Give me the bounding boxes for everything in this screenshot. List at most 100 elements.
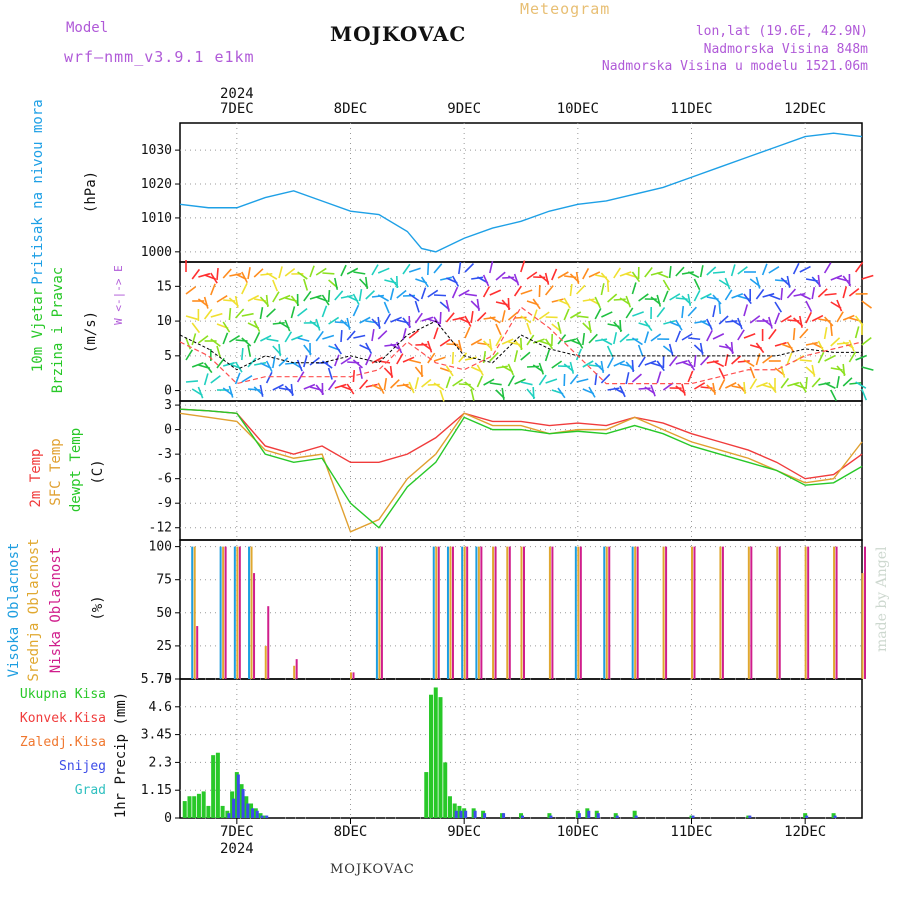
wind-arrow [272,321,285,325]
wind-arrow [420,276,429,288]
wind-arrow [278,266,283,279]
precip-bar [577,813,581,818]
wind-arrow [501,387,505,400]
wind-arrow [408,293,420,302]
wind-arrow [551,360,563,369]
precipitation-ytick-label: 3.45 [141,728,172,743]
temperature-ytick-label: 3 [164,398,172,413]
cloud-bar [375,546,378,679]
wind-arrow [502,276,515,279]
wind-arrow [520,381,533,386]
wind-arrow [544,285,554,296]
wind-arrow [513,350,519,363]
wind-arrow [594,296,601,309]
meteogram-title: Meteogram [520,0,611,18]
wind-arrow [346,267,359,275]
precip-bar [634,815,638,818]
temperature-ytick-label: -3 [156,447,172,462]
temperature-ytick-label: -12 [149,521,172,536]
wind-ytick-label: 0 [164,384,172,399]
wind-arrow [712,360,725,368]
wind-arrow [693,382,706,390]
wind-arrow [774,312,781,325]
wind-arrow [681,271,694,275]
wind-arrow [613,298,626,301]
wind-arrow [824,292,837,296]
wind-arrow [575,348,583,361]
wind-arrow [799,381,807,393]
wind-arrow [340,356,352,365]
wind-arrow [365,276,369,290]
cloud-bar [435,546,438,679]
cloud-bar [492,546,495,679]
wind-arrow [241,312,254,317]
wind-arrow [799,359,812,362]
wind-direction-legend: W <-|-> E [112,265,125,325]
wind-arrow [681,383,686,396]
wind-arrow [737,329,745,341]
precip-bar [615,815,619,818]
precip-bar [483,813,487,818]
cloud-bar [449,546,452,679]
wind-arrow [414,300,420,313]
wind-arrow [514,378,526,385]
wind-ytick-label: 15 [156,279,172,294]
lonlat-info: lon,lat (19.6E, 42.9N) [695,24,868,39]
wind-arrow [730,341,734,355]
wind-arrow [780,287,784,301]
bottom-date-label: 10DEC [557,824,599,840]
wind-arrow [538,311,550,320]
wind-arrow [228,385,234,398]
precip-bar [473,810,477,818]
wind-arrow [749,366,756,379]
precip-bar [433,687,438,818]
cloud-bar [523,546,525,679]
wind-arrow [811,377,821,388]
wind-arrow [569,361,575,374]
wind-arrow [358,366,363,379]
wind-arrow [687,293,692,306]
precip-bar [265,815,269,818]
wind-arrow [228,334,241,343]
pressure-series [179,132,863,253]
wind-arrow [644,331,650,344]
wind-arrow [247,357,257,368]
wind-arrow [272,383,284,391]
wind-arrow [780,314,792,323]
wind-arrow [656,272,669,279]
wind-arrow [513,273,520,286]
bottom-date-label: 9DEC [447,824,481,840]
wind-arrow [482,274,490,287]
wind-arrow [631,359,635,373]
wind-arrow [464,315,472,327]
wind-arrow [582,332,586,346]
cloud-bar [807,546,810,679]
wind-arrow [409,359,422,364]
bottom-year-label: 2024 [220,841,254,857]
wind-arrow [656,307,666,318]
wind-arrow [291,334,303,341]
precip-bar [632,810,637,818]
top-date-label: 8DEC [334,101,368,117]
wind-arrow [315,330,324,342]
wind-arrow [513,285,522,297]
wind-arrow [563,297,571,309]
wind-arrow [433,327,439,340]
wind-arrow [222,321,231,333]
wind-arrow [588,320,592,333]
cloud-bar [636,546,639,679]
wind-arrow [786,341,795,353]
wind-arrow [185,349,194,361]
wind-arrow [830,323,833,337]
precip-legend-2: Zaledj.Kisa [20,735,106,750]
wind-arrow [644,320,653,332]
wind-arrow [390,379,400,389]
wind-arrow [309,265,315,278]
wind-arrow [532,309,538,322]
wind-arrow [371,294,385,298]
wind-arrow [532,298,541,310]
wind-arrow [632,311,644,317]
cloud-bar [196,626,199,679]
clouds-ytick-label: 25 [156,639,172,654]
